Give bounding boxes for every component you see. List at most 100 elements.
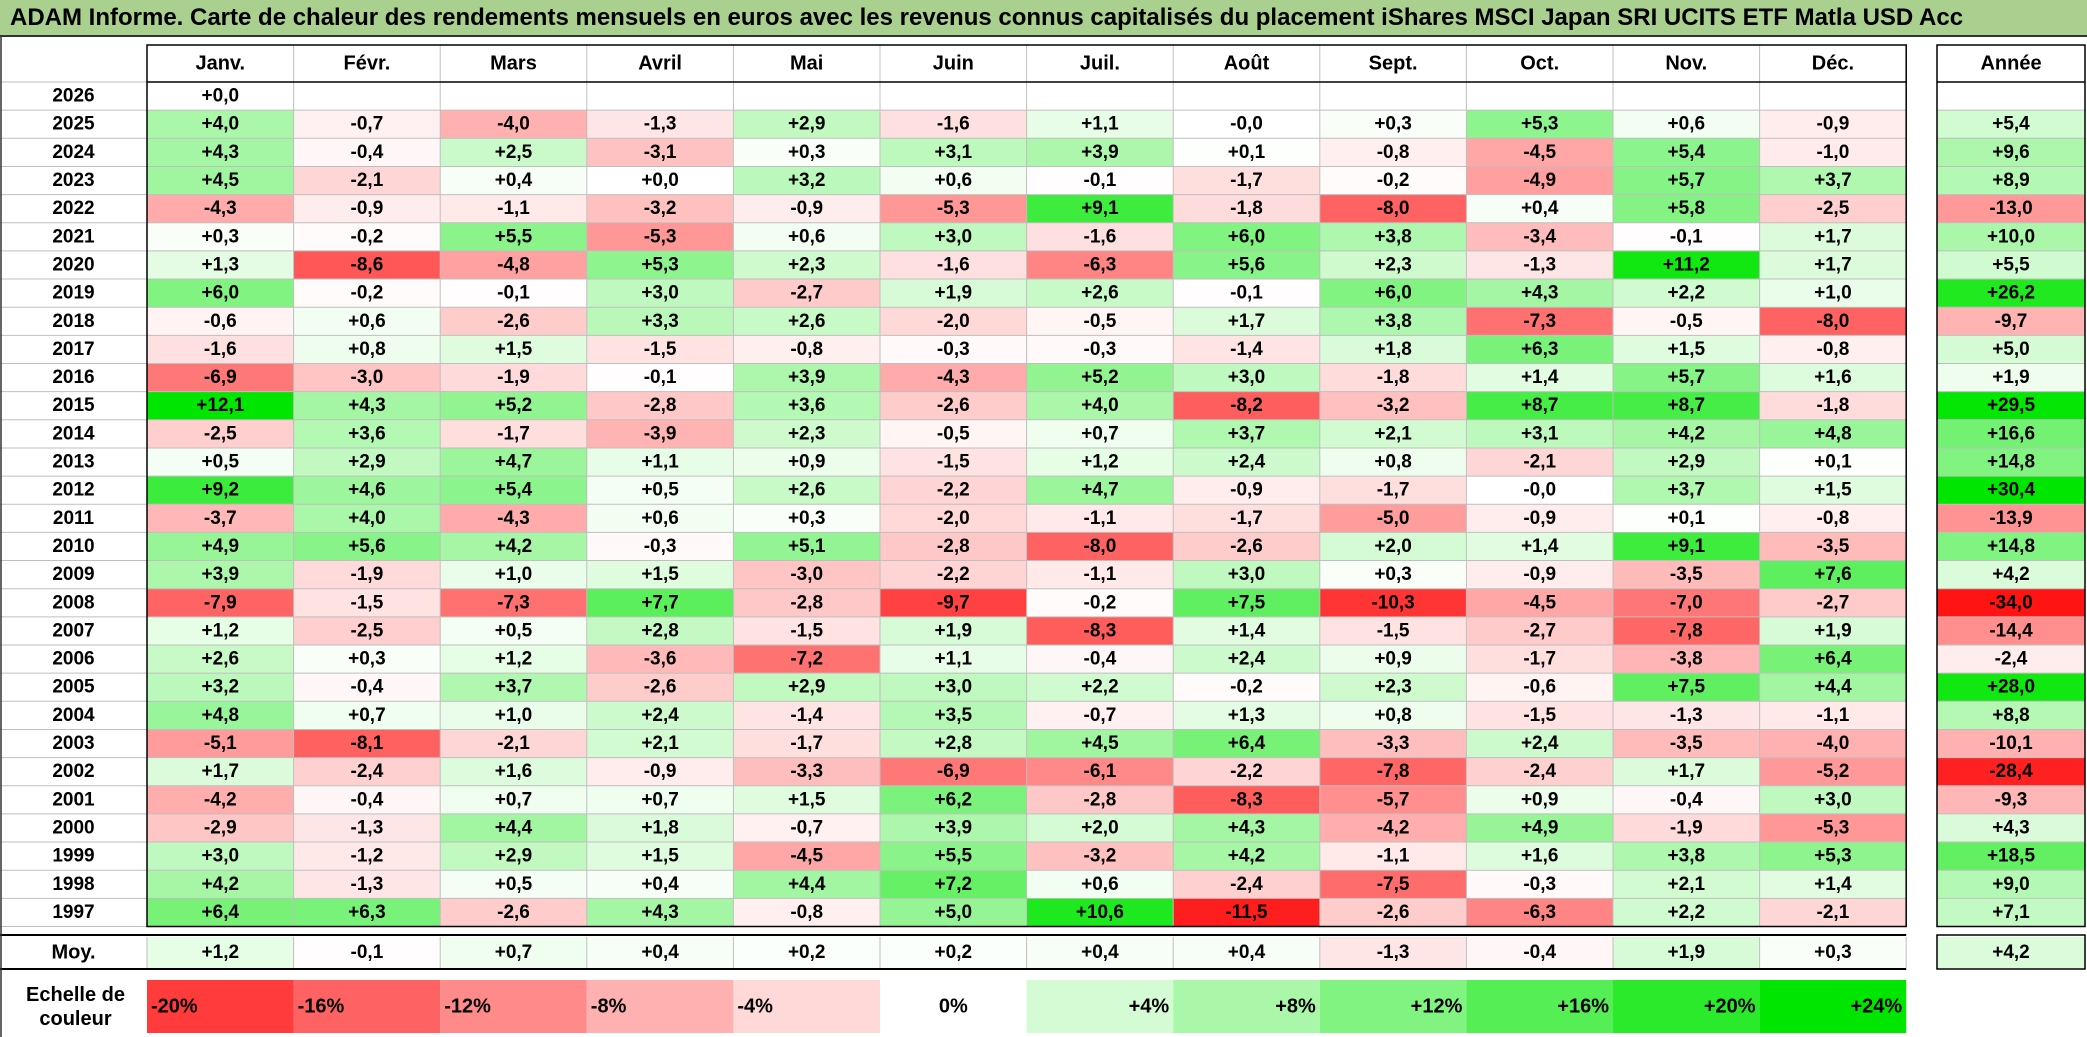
cell-value: +2,0	[1081, 817, 1119, 838]
heatmap-cell	[1613, 363, 1760, 392]
heatmap-cell	[147, 476, 294, 505]
scale-tick-label: -16%	[298, 996, 345, 1018]
heatmap-cell	[733, 476, 880, 505]
heatmap-cell	[147, 645, 294, 674]
annual-value: +9,0	[1992, 874, 2030, 895]
cell-value: -2,7	[1523, 620, 1556, 641]
heatmap-cell	[1613, 335, 1760, 364]
heatmap-cell	[440, 898, 587, 927]
heatmap-cell	[880, 82, 1027, 111]
cell-value: +5,2	[495, 395, 533, 416]
heatmap-cell	[440, 757, 587, 786]
cell-value: +2,2	[1668, 283, 1706, 304]
average-value: +0,4	[1081, 942, 1119, 963]
cell-value: -0,8	[1817, 339, 1850, 360]
annual-cell	[1937, 335, 2085, 364]
heatmap-cell	[1759, 757, 1907, 786]
cell-value: +4,7	[495, 452, 533, 473]
annual-value: +14,8	[1987, 452, 2035, 473]
cell-value: -8,0	[1817, 311, 1850, 332]
heatmap-cell	[293, 194, 441, 223]
average-value: +0,2	[935, 942, 973, 963]
cell-value: +0,9	[788, 452, 826, 473]
cell-value: -7,3	[497, 592, 530, 613]
annual-cell	[1937, 504, 2085, 533]
cell-value: -3,2	[1084, 846, 1117, 867]
annual-value: +28,0	[1987, 677, 2035, 698]
row-year-label: 2005	[52, 677, 95, 698]
heatmap-cell	[440, 222, 587, 251]
cell-value: -2,4	[351, 761, 384, 782]
heatmap-cell	[586, 673, 734, 702]
cell-value: -3,6	[644, 649, 677, 670]
cell-value: +6,3	[348, 902, 386, 923]
heatmap-cell	[1759, 476, 1907, 505]
scale-swatch	[586, 980, 734, 1033]
month-header: Mai	[790, 53, 823, 75]
cell-value: -2,6	[644, 677, 677, 698]
heatmap-cell	[440, 729, 587, 758]
heatmap-cell	[1173, 138, 1320, 167]
cell-value: +1,6	[1814, 367, 1852, 388]
cell-value: +3,3	[641, 311, 679, 332]
cell-value: -0,0	[1230, 114, 1263, 135]
heatmap-cell	[1173, 870, 1320, 899]
month-header: Juin	[933, 53, 974, 75]
heatmap-cell	[1319, 757, 1467, 786]
heatmap-cell	[440, 588, 587, 617]
cell-value: -2,1	[351, 170, 384, 191]
cell-value: +0,3	[788, 508, 826, 529]
cell-value: -1,5	[790, 620, 823, 641]
cell-value: +4,2	[1228, 846, 1266, 867]
cell-value: +1,7	[202, 761, 240, 782]
heatmap-cell	[1759, 82, 1907, 111]
month-header: Janv.	[195, 53, 245, 75]
average-cell	[1466, 937, 1613, 968]
heatmap-cell	[147, 813, 294, 843]
heatmap-cell	[1759, 166, 1907, 195]
heatmap-cell	[1466, 701, 1613, 730]
average-annual-cell	[1937, 937, 2085, 968]
cell-value: -5,1	[204, 733, 237, 754]
heatmap-cell	[1173, 307, 1320, 336]
heatmap-cell	[1319, 476, 1467, 505]
heatmap-cell	[1173, 898, 1320, 927]
cell-value: -8,6	[351, 254, 384, 275]
heatmap-cell	[440, 504, 587, 533]
cell-value: -2,5	[1817, 198, 1850, 219]
cell-value: +0,8	[1374, 705, 1412, 726]
cell-value: +0,7	[348, 705, 386, 726]
heatmap-cell	[1466, 476, 1613, 505]
heatmap-cell	[586, 645, 734, 674]
heatmap-cell	[586, 419, 734, 448]
heatmap-cell	[1173, 560, 1320, 589]
cell-value: +0,5	[202, 452, 240, 473]
cell-value: -4,9	[1523, 170, 1556, 191]
heatmap-cell	[440, 419, 587, 448]
cell-value: -3,5	[1817, 536, 1850, 557]
scale-swatch	[293, 980, 441, 1033]
cell-value: -3,8	[1670, 649, 1703, 670]
cell-value: +10,6	[1076, 902, 1124, 923]
heatmap-cell	[293, 588, 441, 617]
cell-value: -6,1	[1084, 761, 1117, 782]
cell-value: +0,9	[1374, 649, 1412, 670]
heatmap-cell	[586, 110, 734, 139]
heatmap-cell	[880, 842, 1027, 871]
heatmap-cell	[1026, 138, 1174, 167]
cell-value: -1,9	[351, 564, 384, 585]
annual-cell	[1937, 785, 2085, 814]
average-cell	[1613, 937, 1760, 968]
heatmap-cell	[586, 194, 734, 223]
heatmap-cell	[147, 842, 294, 871]
annual-cell	[1937, 757, 2085, 786]
heatmap-cell	[1319, 335, 1467, 364]
heatmap-cell	[586, 532, 734, 561]
heatmap-cell	[1026, 447, 1174, 477]
scale-tick-label: -8%	[591, 996, 627, 1018]
heatmap-cell	[586, 729, 734, 758]
annual-cell	[1937, 560, 2085, 589]
heatmap-cell	[1759, 138, 1907, 167]
annual-value: +16,6	[1987, 423, 2035, 444]
heatmap-cell	[880, 673, 1027, 702]
